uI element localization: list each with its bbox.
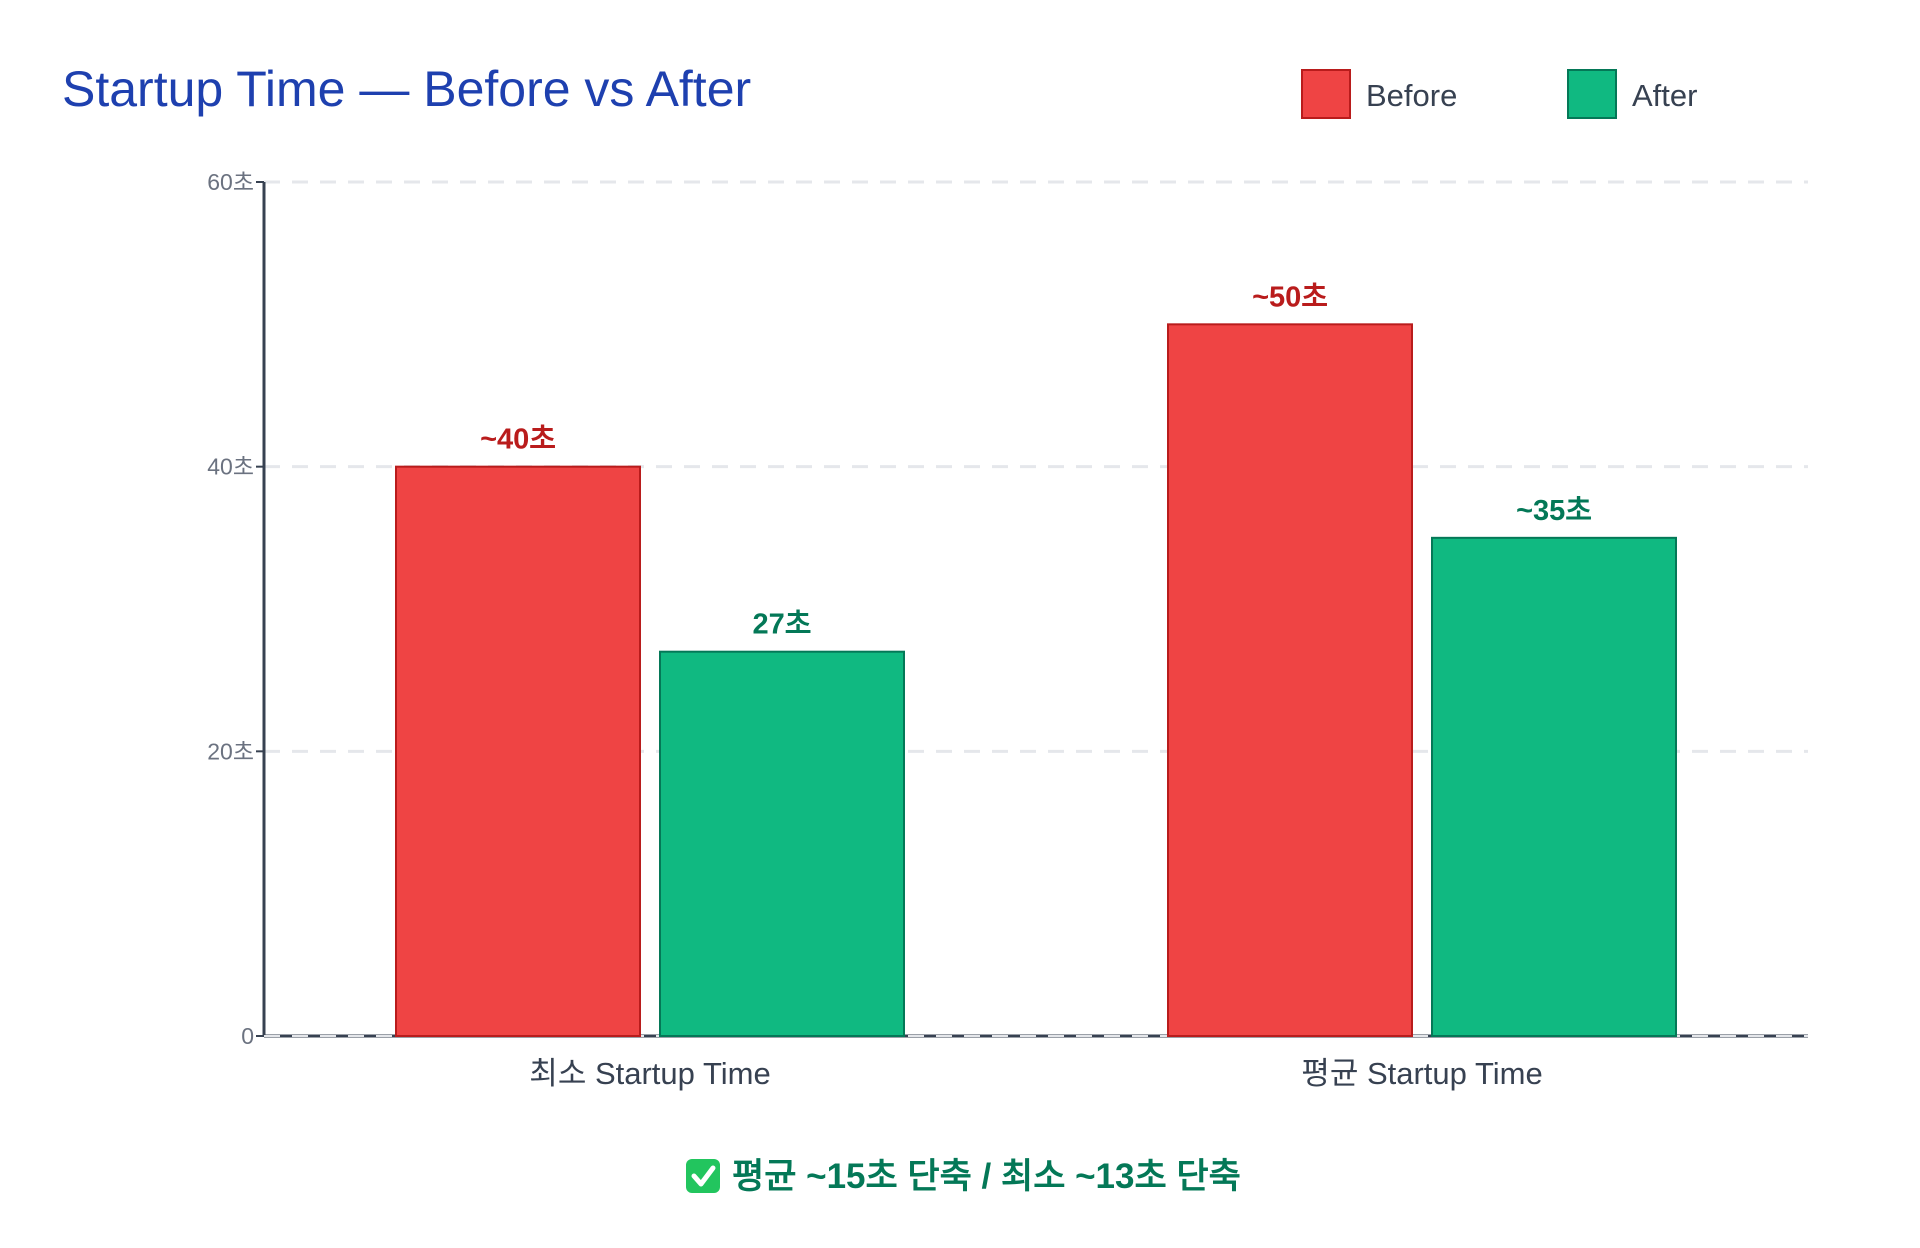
bar-data-labels: ~40초 27초 ~50초 ~35초 — [480, 281, 1592, 640]
y-axis-ticks: 0 20초 40초 60초 — [207, 169, 264, 1049]
legend-label-before: Before — [1366, 78, 1457, 113]
bar-before-1 — [1167, 323, 1413, 1038]
data-label-before-1: ~50초 — [1252, 281, 1328, 313]
bar-after-1 — [1431, 536, 1677, 1037]
legend: Before After — [1301, 69, 1697, 119]
check-mark-button-icon — [686, 1159, 720, 1193]
bar-before-0 — [395, 465, 641, 1037]
y-tick-label-0: 0 — [241, 1023, 254, 1049]
y-tick-label-1: 20초 — [207, 738, 254, 764]
x-category-label-1: 평균 Startup Time — [1301, 1056, 1542, 1091]
bars — [395, 323, 1677, 1038]
footnote: 평균 ~15초 단축 / 최소 ~13초 단축 — [686, 1157, 1241, 1196]
footnote-text: 평균 ~15초 단축 / 최소 ~13초 단축 — [732, 1157, 1241, 1196]
legend-label-after: After — [1632, 78, 1697, 113]
legend-swatch-before — [1301, 69, 1351, 119]
data-label-after-1: ~35초 — [1516, 495, 1592, 527]
x-category-label-0: 최소 Startup Time — [529, 1056, 770, 1091]
y-tick-label-2: 40초 — [207, 454, 254, 480]
data-label-after-0: 27초 — [753, 609, 812, 641]
chart-title: Startup Time — Before vs After — [62, 61, 751, 117]
y-tick-label-3: 60초 — [207, 169, 254, 195]
bar-after-0 — [659, 650, 905, 1037]
data-label-before-0: ~40초 — [480, 424, 556, 456]
legend-swatch-after — [1567, 69, 1617, 119]
x-axis-categories: 최소 Startup Time 평균 Startup Time — [529, 1056, 1542, 1091]
